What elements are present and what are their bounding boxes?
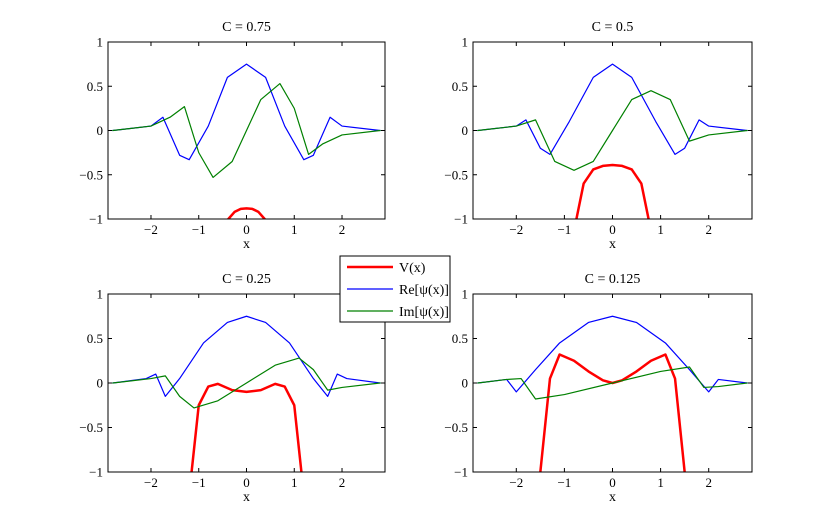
x-tick-label: −2	[144, 222, 158, 237]
y-tick-label: −0.5	[79, 167, 103, 182]
x-tick-label: 2	[339, 475, 346, 490]
panel-4: −2 −1 0 1 2 1 0.5 0 −0.5 −1 C = 0.125 x	[444, 272, 753, 505]
series-im-line	[477, 90, 748, 171]
y-tick-label: 0.5	[452, 79, 468, 94]
legend-label-re: Re[ψ(x)]	[399, 283, 449, 298]
legend-label-v: V(x)	[399, 261, 426, 276]
series-re-line	[477, 315, 748, 393]
curves	[112, 315, 381, 472]
series-im-line	[112, 82, 381, 179]
panel-1: −2 −1 0 1 2 1 0.5 0 −0.5 −1 C = 0.75 x	[79, 20, 386, 252]
x-tick-label: 2	[339, 222, 346, 237]
panel-title: C = 0.5	[592, 20, 634, 35]
x-tick-label: −2	[509, 475, 523, 490]
y-tick-label: 0	[462, 376, 469, 391]
series-re-line	[112, 63, 381, 161]
legend: V(x) Re[ψ(x)] Im[ψ(x)]	[339, 255, 451, 323]
y-tick-label: −1	[454, 465, 468, 480]
x-tick-label: 2	[705, 475, 712, 490]
series-v-line	[575, 163, 650, 219]
y-tick-label: 0.5	[452, 331, 468, 346]
x-tick-label: 0	[609, 475, 616, 490]
panel-3: −2 −1 0 1 2 1 0.5 0 −0.5 −1 C = 0.25 x	[79, 272, 386, 505]
series-re-line	[112, 315, 381, 397]
curves	[112, 63, 381, 219]
y-tick-label: 0	[462, 123, 469, 138]
x-tick-label: −2	[509, 222, 523, 237]
y-tick-label: 0.5	[87, 79, 103, 94]
x-axis-label: x	[243, 237, 250, 252]
y-tick-label: 1	[97, 35, 104, 50]
y-tick-label: 0	[97, 376, 104, 391]
series-v-line	[190, 382, 303, 472]
y-tick-label: 1	[462, 287, 469, 302]
y-tick-label: −1	[89, 465, 103, 480]
x-tick-label: −1	[557, 475, 571, 490]
y-tick-label: 1	[462, 35, 469, 50]
y-tick-label: −1	[89, 212, 103, 227]
y-tick-label: −1	[454, 212, 468, 227]
x-tick-label: −2	[144, 475, 158, 490]
x-tick-label: 1	[657, 475, 664, 490]
panel-title: C = 0.25	[222, 272, 271, 287]
y-tick-label: −0.5	[444, 420, 468, 435]
x-tick-label: 0	[243, 222, 250, 237]
y-tick-label: −0.5	[79, 420, 103, 435]
x-tick-label: 2	[705, 222, 712, 237]
curves	[477, 63, 748, 219]
panel-2: −2 −1 0 1 2 1 0.5 0 −0.5 −1 C = 0.5 x	[444, 20, 753, 252]
x-tick-label: 1	[657, 222, 664, 237]
curves	[477, 315, 748, 472]
panel-title: C = 0.125	[585, 272, 641, 287]
x-tick-label: −1	[557, 222, 571, 237]
series-im-line	[112, 357, 381, 409]
legend-label-im: Im[ψ(x)]	[399, 305, 449, 320]
x-tick-label: −1	[192, 475, 206, 490]
series-v-line	[227, 207, 266, 219]
series-re-line	[477, 63, 748, 155]
x-axis-label: x	[243, 490, 250, 505]
x-tick-label: −1	[192, 222, 206, 237]
y-tick-label: 0.5	[87, 331, 103, 346]
x-tick-label: 0	[609, 222, 616, 237]
x-axis-label: x	[609, 237, 616, 252]
x-tick-label: 1	[291, 475, 298, 490]
x-tick-label: 1	[291, 222, 298, 237]
y-tick-label: 0	[97, 123, 104, 138]
x-tick-label: 0	[243, 475, 250, 490]
series-im-line	[477, 366, 748, 400]
y-tick-label: 1	[97, 287, 104, 302]
x-axis-label: x	[609, 490, 616, 505]
y-tick-label: −0.5	[444, 167, 468, 182]
panel-title: C = 0.75	[222, 20, 271, 35]
